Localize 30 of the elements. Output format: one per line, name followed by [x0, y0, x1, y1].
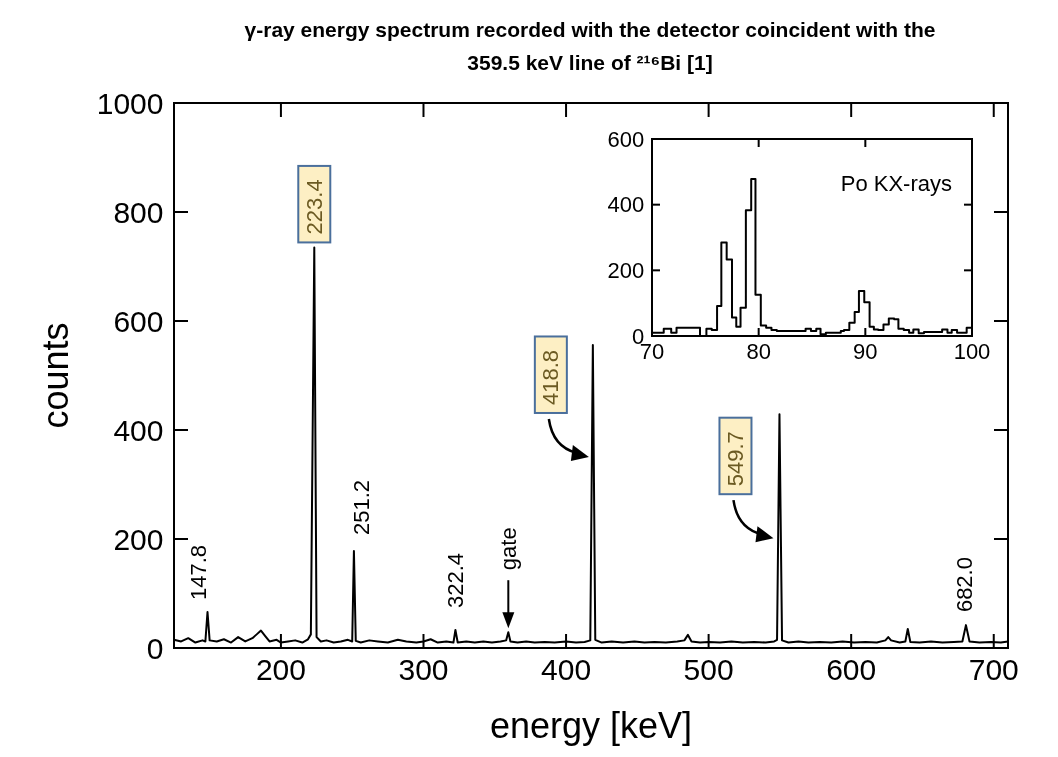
x-tick-label: 600 [826, 652, 877, 686]
annotation: 147.8 [186, 544, 211, 601]
annotation: 418.8 [538, 349, 564, 405]
y-tick-label: 200 [607, 257, 645, 283]
annotation: 251.2 [349, 479, 375, 535]
annotation: 549.7 [722, 431, 748, 487]
x-tick-label: 500 [683, 652, 734, 686]
x-tick-label: 700 [968, 652, 1019, 686]
x-axis-title: energy [keV] [489, 705, 693, 746]
x-tick-label: 300 [398, 652, 449, 686]
y-tick-label: 400 [113, 413, 164, 447]
annotation: Po KX-rays [840, 171, 952, 196]
x-tick-label: 80 [746, 339, 771, 365]
chart-title: γ-ray energy spectrum recorded with the detector coincident with the 359.5 keV line of ²¹⁶Bi [1] [244, 18, 936, 74]
y-axis-title: counts [35, 322, 76, 429]
y-tick-label: 600 [113, 304, 164, 338]
y-tick-label: 0 [146, 631, 164, 665]
x-tick-label: 100 [953, 339, 991, 365]
x-tick-label: 400 [541, 652, 592, 686]
annotation: gate [495, 527, 521, 571]
annotation: 322.4 [442, 552, 468, 609]
x-tick-label: 200 [255, 652, 306, 686]
y-tick-label: 800 [113, 195, 164, 229]
x-tick-label: 90 [853, 339, 878, 365]
y-tick-label: 1000 [96, 86, 164, 120]
y-tick-label: 400 [607, 192, 645, 218]
annotation: 223.4 [301, 179, 327, 235]
y-tick-label: 200 [113, 522, 164, 556]
annotation: 682.0 [951, 557, 977, 613]
y-tick-label: 600 [607, 126, 645, 152]
